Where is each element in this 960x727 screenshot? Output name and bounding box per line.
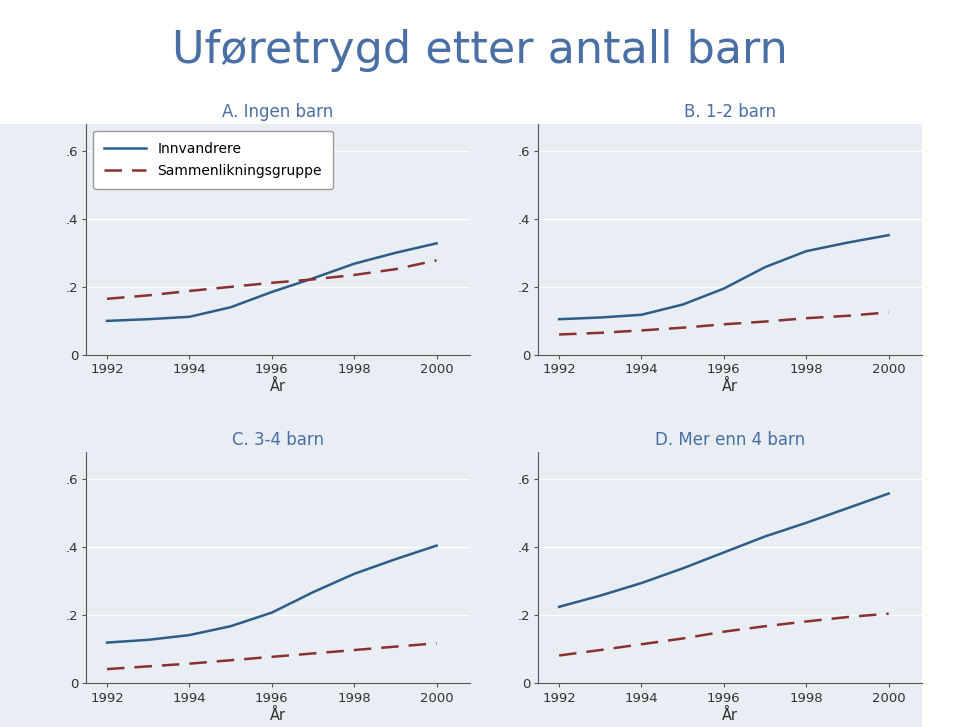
Text: Uføretrygd etter antall barn: Uføretrygd etter antall barn — [172, 29, 788, 72]
Title: A. Ingen barn: A. Ingen barn — [223, 103, 333, 121]
Title: B. 1-2 barn: B. 1-2 barn — [684, 103, 776, 121]
Title: D. Mer enn 4 barn: D. Mer enn 4 barn — [655, 431, 805, 449]
X-axis label: År: År — [722, 379, 738, 394]
X-axis label: År: År — [270, 707, 286, 723]
X-axis label: År: År — [722, 707, 738, 723]
Title: C. 3-4 barn: C. 3-4 barn — [232, 431, 324, 449]
Legend: Innvandrere, Sammenlikningsgruppe: Innvandrere, Sammenlikningsgruppe — [93, 131, 333, 189]
X-axis label: År: År — [270, 379, 286, 394]
